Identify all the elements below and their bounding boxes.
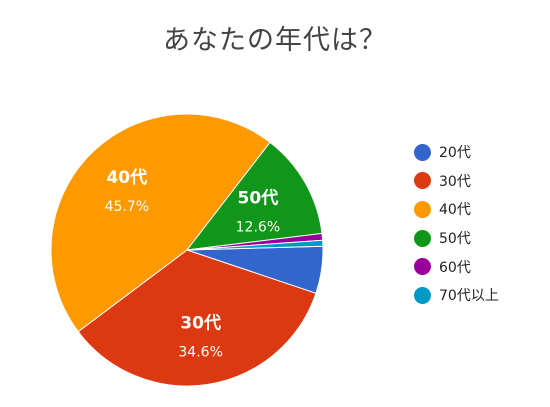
legend-item: 30代 xyxy=(414,167,499,196)
slice-value-label: 12.6% xyxy=(236,220,280,236)
legend-swatch xyxy=(414,143,431,161)
legend-item: 50代 xyxy=(414,224,499,253)
pie-slice-40代 xyxy=(50,113,271,333)
legend-label: 70代以上 xyxy=(439,288,499,305)
slice-value-label: 45.7% xyxy=(105,199,149,215)
slice-category-label: 30代 xyxy=(180,313,221,334)
legend-swatch xyxy=(414,229,431,247)
legend-swatch xyxy=(414,286,431,304)
legend-label: 40代 xyxy=(439,202,471,219)
slice-category-label: 40代 xyxy=(106,167,147,188)
legend: 20代 30代 40代 50代 60代 70代以上 xyxy=(414,138,499,310)
legend-label: 30代 xyxy=(439,173,471,190)
pie-slice-70代以上 xyxy=(186,239,324,251)
legend-item: 40代 xyxy=(414,195,499,224)
legend-item: 60代 xyxy=(414,252,499,281)
legend-swatch xyxy=(414,258,431,276)
pie-slice-30代 xyxy=(77,249,317,387)
slice-value-label: 34.6% xyxy=(178,345,222,361)
pie-slice-50代 xyxy=(185,141,323,251)
legend-item: 70代以上 xyxy=(414,281,499,310)
legend-item: 20代 xyxy=(414,138,499,167)
chart-title: あなたの年代は？ xyxy=(163,25,387,56)
legend-label: 50代 xyxy=(439,231,471,248)
legend-label: 60代 xyxy=(439,259,471,276)
slice-category-label: 50代 xyxy=(238,188,279,209)
legend-swatch xyxy=(414,200,431,218)
legend-label: 20代 xyxy=(439,145,471,162)
legend-swatch xyxy=(414,172,431,190)
